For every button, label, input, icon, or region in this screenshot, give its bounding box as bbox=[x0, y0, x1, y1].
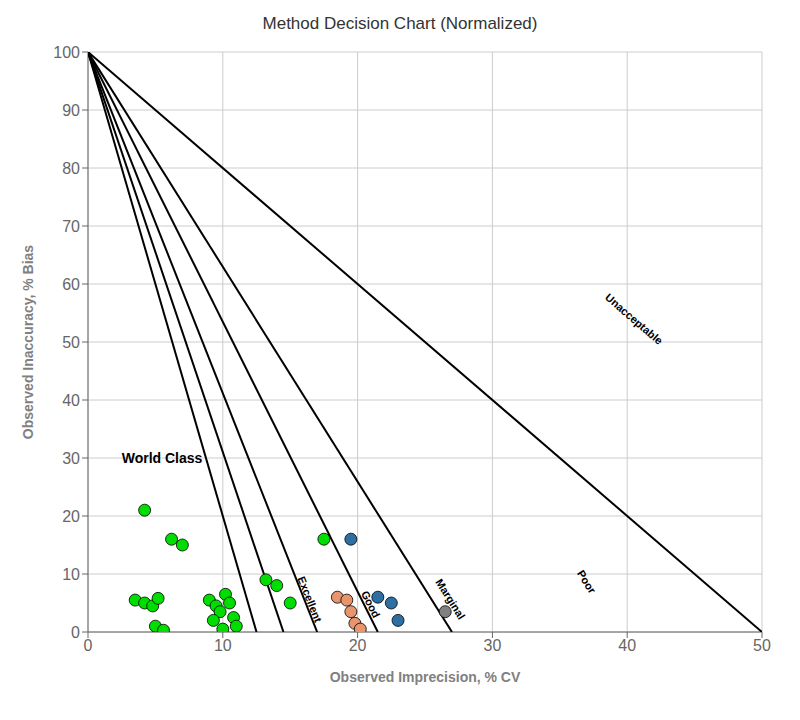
svg-text:50: 50 bbox=[62, 334, 80, 351]
svg-text:0: 0 bbox=[71, 624, 80, 641]
svg-text:30: 30 bbox=[62, 450, 80, 467]
svg-text:30: 30 bbox=[484, 637, 502, 654]
svg-text:0: 0 bbox=[84, 637, 93, 654]
svg-text:Excellent: Excellent bbox=[295, 575, 324, 625]
svg-text:50: 50 bbox=[753, 637, 771, 654]
svg-text:Marginal: Marginal bbox=[433, 577, 467, 622]
svg-text:Good: Good bbox=[359, 589, 383, 620]
svg-text:10: 10 bbox=[214, 637, 232, 654]
svg-text:20: 20 bbox=[62, 508, 80, 525]
svg-text:60: 60 bbox=[62, 276, 80, 293]
svg-text:100: 100 bbox=[53, 44, 80, 61]
svg-text:80: 80 bbox=[62, 160, 80, 177]
svg-text:Poor: Poor bbox=[575, 568, 599, 596]
html-text:Method Decision Chart (Normali: Method Decision Chart (Normalized) bbox=[262, 14, 538, 33]
svg-text:20: 20 bbox=[349, 637, 367, 654]
svg-text:10: 10 bbox=[62, 566, 80, 583]
svg-text:Unacceptable: Unacceptable bbox=[603, 291, 665, 347]
svg-text:World Class: World Class bbox=[122, 450, 203, 466]
svg-text:40: 40 bbox=[618, 637, 636, 654]
svg-text:70: 70 bbox=[62, 218, 80, 235]
svg-text:90: 90 bbox=[62, 102, 80, 119]
svg-text:40: 40 bbox=[62, 392, 80, 409]
svg-text:Observed Imprecision, % CV: Observed Imprecision, % CV bbox=[330, 669, 521, 685]
svg-text:Observed Inaccuracy, % Bias: Observed Inaccuracy, % Bias bbox=[20, 245, 36, 439]
